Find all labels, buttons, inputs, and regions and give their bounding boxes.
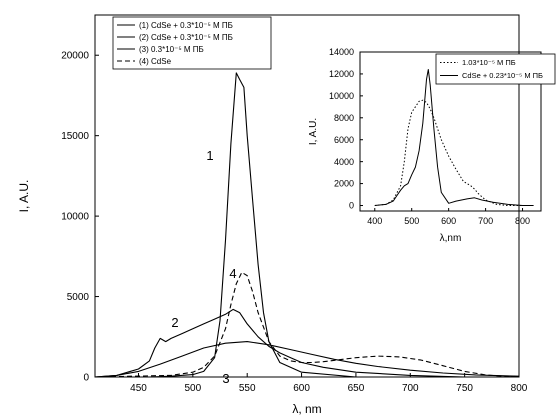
main-legend-box <box>112 16 272 70</box>
main-x-tick-label: 750 <box>456 383 473 394</box>
inset-y-axis-label: I, A.U. <box>308 118 319 145</box>
main-x-tick-label: 800 <box>511 383 528 394</box>
inset-chart: 400 500 600 700 8000200040006000800010000120… <box>308 47 556 244</box>
main-chart: 450 500 550 600 650 700 750 8000500010000150002… <box>17 14 528 416</box>
inset-plot-frame <box>359 51 542 212</box>
inset-x-axis-label: λ,nm <box>440 233 462 244</box>
inset-y-tick-label: 10000 <box>329 91 354 101</box>
inset-y-tick-label: 4000 <box>334 157 354 167</box>
main-x-tick-label: 550 <box>239 383 256 394</box>
inset-x-tick-label: 500 <box>404 216 419 226</box>
inset-series-2-line <box>374 69 534 206</box>
main-series-3-line <box>94 341 520 378</box>
main-series-1-line <box>95 72 519 378</box>
inset-series-1-line <box>374 99 534 206</box>
main-x-axis-label: λ, nm <box>292 402 321 416</box>
main-y-tick-label: 0 <box>83 373 89 384</box>
main-curve-label-1: 1 <box>206 148 213 163</box>
main-y-tick-label: 5000 <box>67 292 90 303</box>
inset-legend: 1.03*10⁻⁵ М ПБ CdSe + 0.23*10⁻⁵ М ПБ <box>435 53 556 85</box>
main-series-4-line <box>94 271 520 378</box>
main-legend: (1) CdSe + 0.3*10⁻⁵ М ПБ (2) CdSe + 0.3*1… <box>112 16 272 70</box>
inset-y-tick-label: 14000 <box>329 47 354 57</box>
main-plot-frame <box>94 14 520 378</box>
main-curve-label-4: 4 <box>229 266 236 281</box>
inset-x-tick-label: 400 <box>367 216 382 226</box>
main-curve-label-2: 2 <box>171 315 178 330</box>
main-y-tick-label: 20000 <box>61 51 89 62</box>
main-legend-entry-3: (3) 0.3*10⁻⁵ М ПБ <box>139 45 204 54</box>
inset-legend-box <box>435 53 556 85</box>
inset-y-tick-label: 12000 <box>329 69 354 79</box>
inset-x-tick-label: 700 <box>478 216 493 226</box>
main-curve-label-3: 3 <box>222 371 229 386</box>
main-y-tick-label: 10000 <box>61 212 89 223</box>
main-series-2-line <box>94 308 519 378</box>
inset-x-tick-label: 600 <box>441 216 456 226</box>
main-legend-entry-2: (2) CdSe + 0.3*10⁻⁵ М ПБ <box>139 33 233 42</box>
main-x-tick-label: 650 <box>348 383 365 394</box>
inset-legend-entry-2: CdSe + 0.23*10⁻⁵ М ПБ <box>462 71 543 80</box>
main-x-tick-label: 600 <box>293 383 310 394</box>
inset-y-tick-label: 2000 <box>334 179 354 189</box>
main-y-axis-label: I, A.U. <box>17 180 31 213</box>
inset-legend-entry-1: 1.03*10⁻⁵ М ПБ <box>462 58 516 67</box>
main-y-tick-label: 15000 <box>61 131 89 142</box>
main-legend-entry-4: (4) CdSe <box>139 57 172 66</box>
main-x-tick-label: 450 <box>130 383 147 394</box>
inset-y-tick-label: 8000 <box>334 113 354 123</box>
inset-y-tick-label: 0 <box>349 201 354 211</box>
inset-x-tick-label: 800 <box>515 216 530 226</box>
main-legend-entry-1: (1) CdSe + 0.3*10⁻⁵ М ПБ <box>139 21 233 30</box>
main-x-tick-label: 700 <box>402 383 419 394</box>
main-x-tick-label: 500 <box>185 383 202 394</box>
inset-y-tick-label: 6000 <box>334 135 354 145</box>
